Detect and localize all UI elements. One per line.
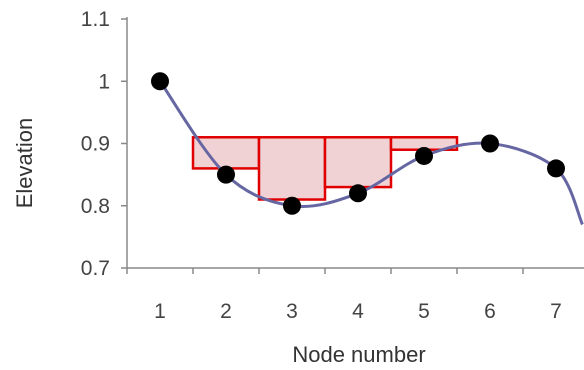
node-point-2 — [217, 165, 235, 184]
y-tick-label: 1.1 — [81, 8, 110, 31]
node-point-4 — [349, 184, 367, 203]
y-tick-label: 0.7 — [81, 257, 110, 280]
node-point-6 — [481, 134, 499, 153]
x-axis-title: Node number — [292, 342, 425, 367]
y-tick-label: 1 — [98, 70, 110, 93]
node-point-1 — [151, 72, 169, 91]
depression-boxes — [191, 136, 459, 201]
y-tick-label: 0.8 — [81, 195, 110, 218]
y-tick-label: 0.9 — [81, 133, 110, 156]
depression-box-1 — [191, 136, 261, 170]
depression-box-2 — [257, 136, 327, 201]
x-tick-label: 7 — [550, 300, 562, 323]
node-point-7 — [547, 159, 565, 178]
x-tick-label: 4 — [352, 300, 364, 323]
series-layer — [151, 72, 584, 226]
x-tick-label: 5 — [418, 300, 430, 323]
y-axis-title: Elevation — [12, 118, 37, 209]
x-tick-label: 1 — [154, 300, 166, 323]
node-point-5 — [415, 146, 433, 165]
node-point-3 — [283, 196, 301, 215]
tick-labels: 0.7 0.8 0.9 1 1.1 1 2 3 4 5 6 7 — [81, 8, 562, 323]
x-tick-label: 2 — [220, 300, 232, 323]
axes — [121, 17, 584, 274]
x-tick-label: 3 — [286, 300, 298, 323]
x-tick-label: 6 — [484, 300, 496, 323]
